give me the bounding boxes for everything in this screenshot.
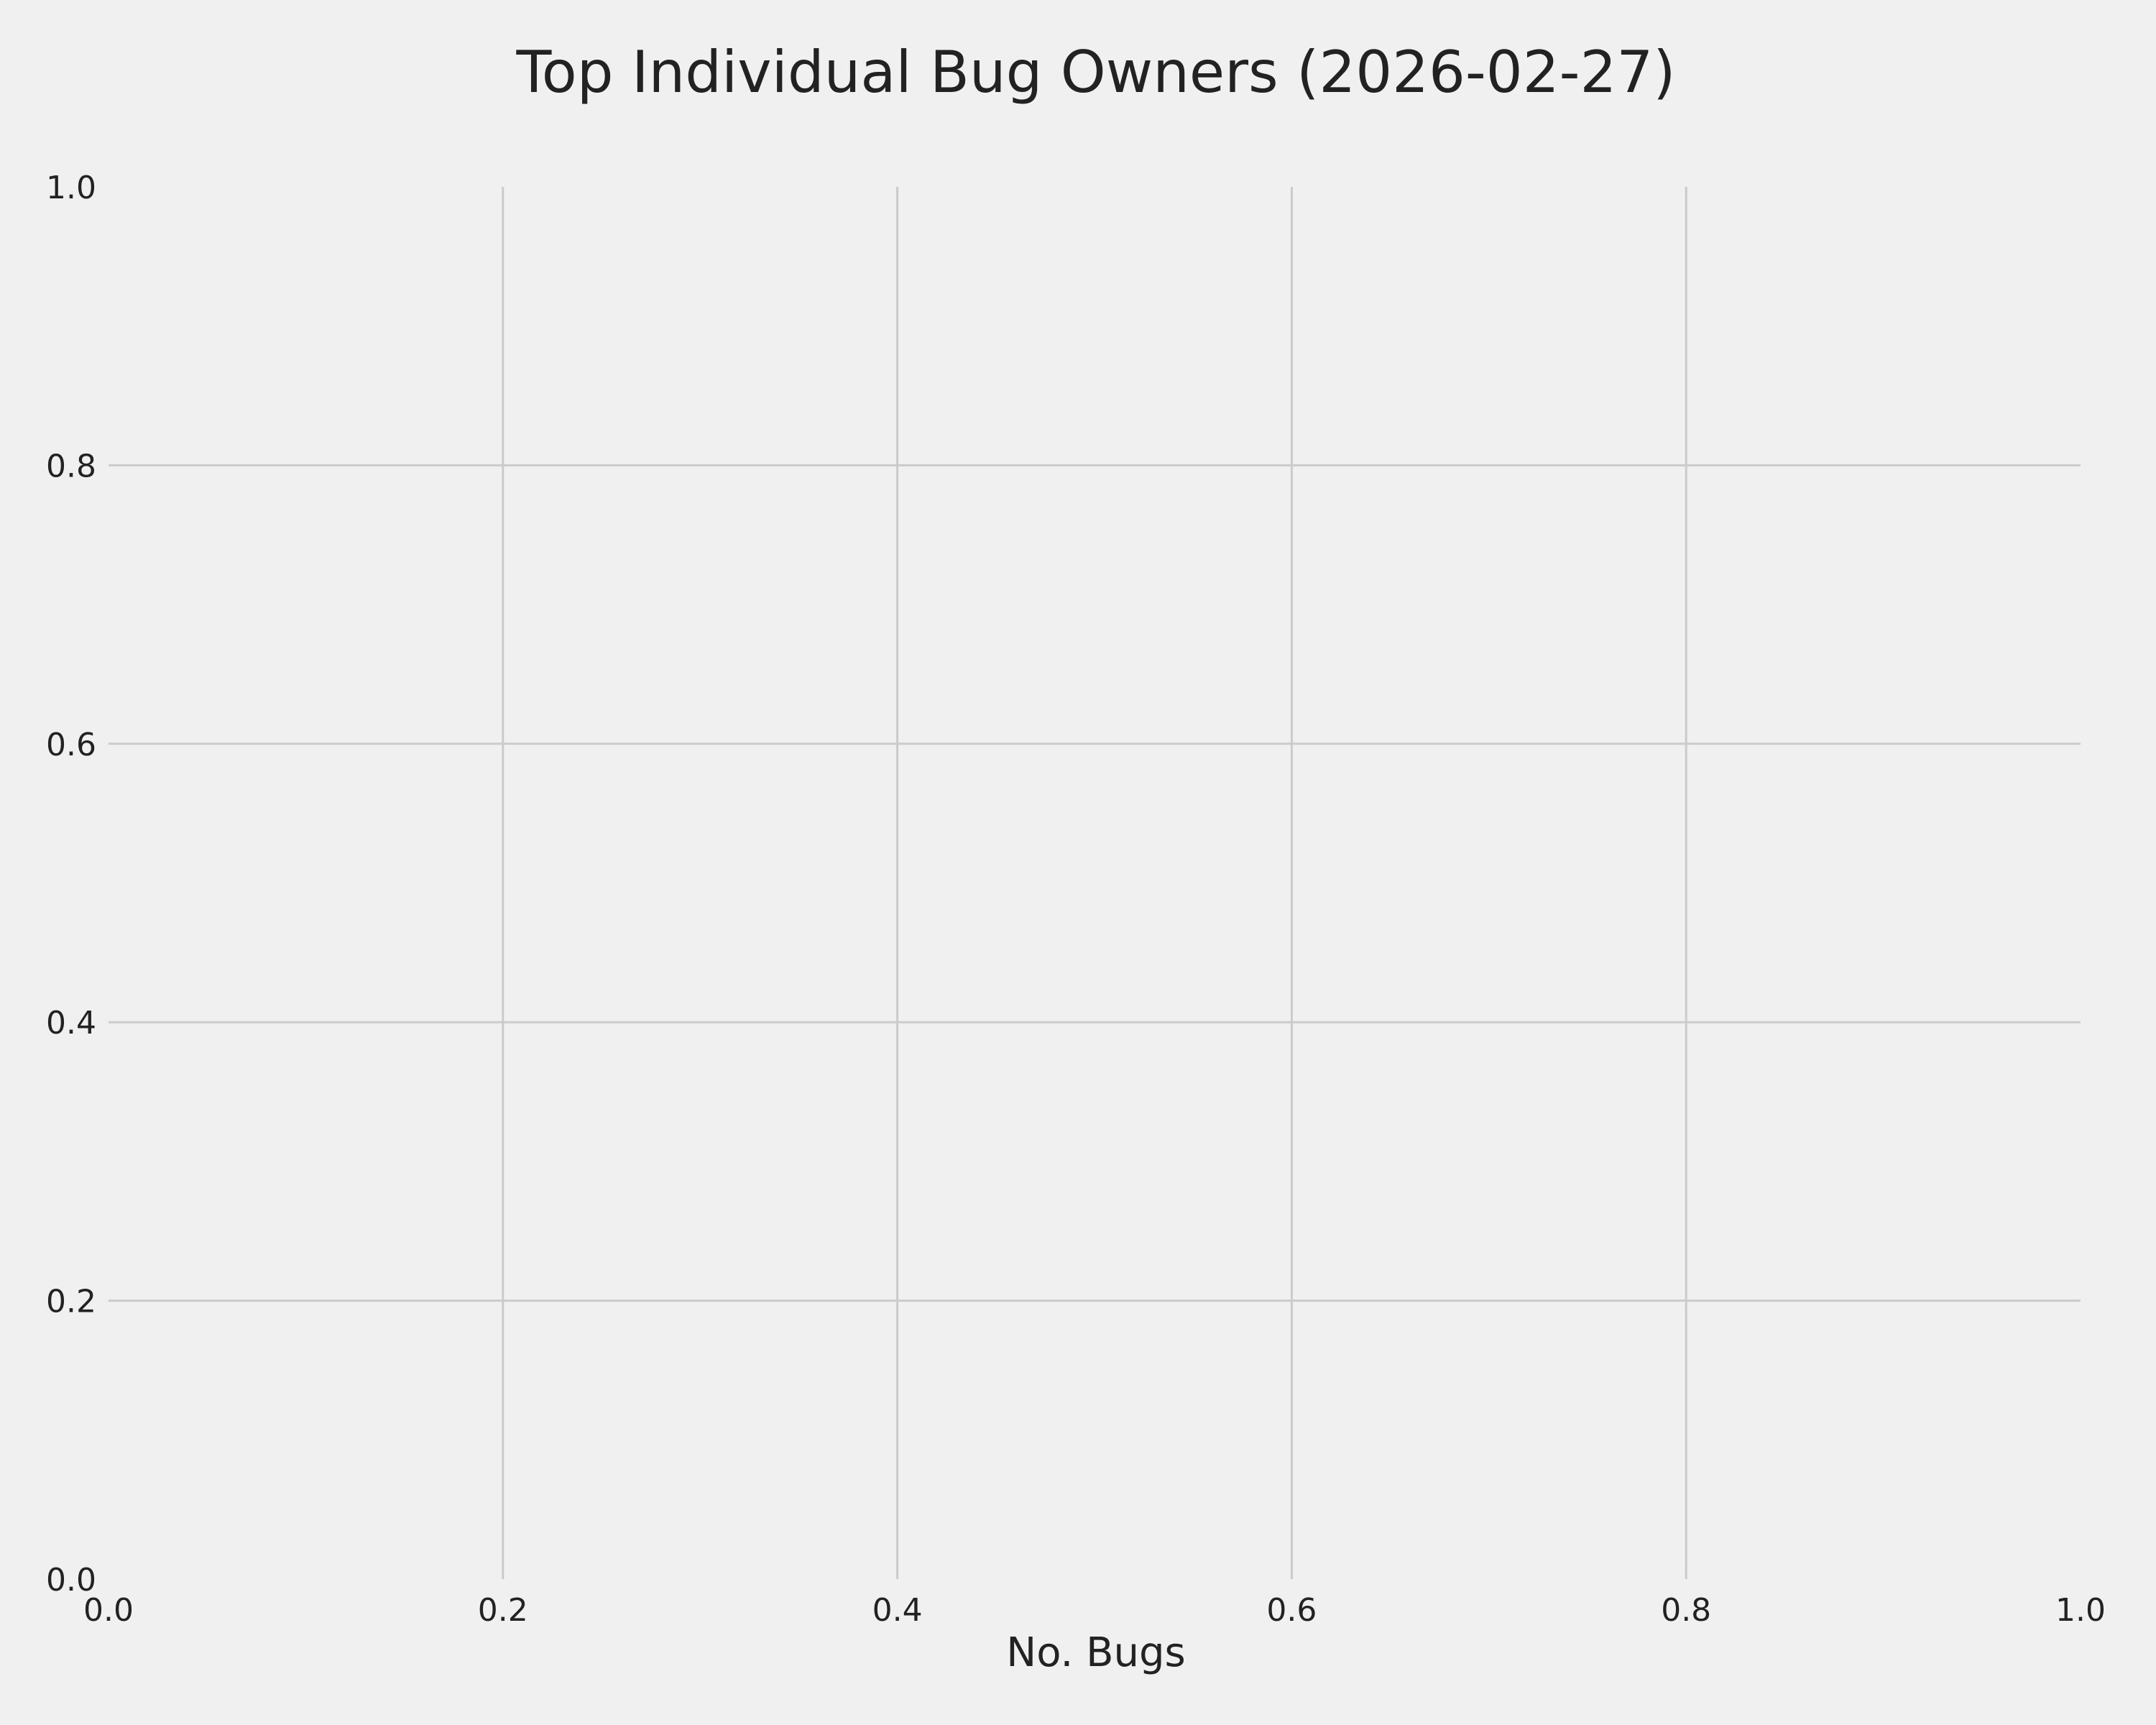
grid <box>109 187 2081 1579</box>
chart-title: Top Individual Bug Owners (2026-02-27) <box>516 39 1676 106</box>
x-tick-label: 1.0 <box>2055 1592 2106 1629</box>
x-axis-ticks: 0.0 0.2 0.4 0.6 0.8 1.0 <box>83 1592 2106 1629</box>
y-tick-label: 0.2 <box>46 1284 96 1320</box>
x-tick-label: 0.0 <box>83 1592 134 1629</box>
y-tick-label: 1.0 <box>46 170 96 206</box>
x-tick-label: 0.8 <box>1661 1592 1711 1629</box>
y-tick-label: 0.4 <box>46 1005 96 1041</box>
x-tick-label: 0.6 <box>1266 1592 1317 1629</box>
y-tick-label: 0.8 <box>46 448 96 484</box>
y-tick-label: 0.6 <box>46 727 96 763</box>
x-tick-label: 0.2 <box>478 1592 528 1629</box>
x-axis-label: No. Bugs <box>1006 1629 1185 1676</box>
x-tick-label: 0.4 <box>872 1592 923 1629</box>
y-axis-ticks: 0.0 0.2 0.4 0.6 0.8 1.0 <box>46 170 96 1598</box>
y-tick-label: 0.0 <box>46 1562 96 1598</box>
